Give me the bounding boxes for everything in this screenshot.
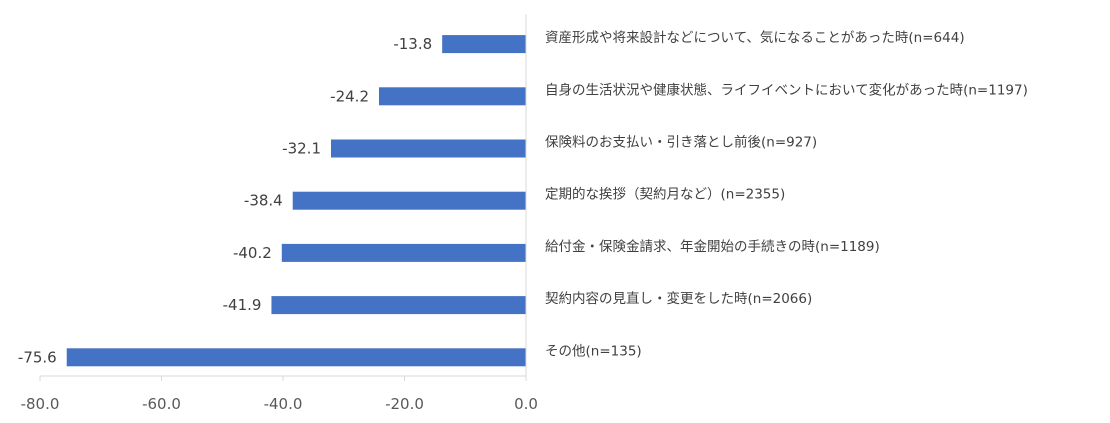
bars-layer	[66, 35, 526, 367]
bar-value-label: -75.6	[18, 348, 57, 366]
x-tick-label: -80.0	[21, 395, 60, 413]
bar	[442, 35, 526, 54]
x-axis: -80.0 -60.0 -40.0 -20.0 0.0	[21, 14, 538, 413]
bar	[66, 348, 526, 367]
x-tick-label: -20.0	[385, 395, 424, 413]
bar	[281, 243, 526, 262]
bar-value-label: -38.4	[244, 192, 283, 210]
category-label: 給付金・保険金請求、年金開始の手続きの時(n=1189)	[545, 239, 880, 255]
bar-value-label: -41.9	[223, 296, 262, 314]
category-label: 自身の生活状況や健康状態、ライフイベントにおいて変化があった時(n=1197)	[545, 81, 1028, 98]
bar	[330, 139, 526, 158]
category-label: 定期的な挨拶（契約月など）(n=2355)	[545, 187, 785, 203]
category-label: 契約内容の見直し・変更をした時(n=2066)	[545, 290, 812, 307]
x-tick-label: -60.0	[142, 395, 181, 413]
bar-value-label: -32.1	[282, 140, 321, 158]
bar-value-label: -40.2	[233, 244, 272, 262]
bar	[378, 87, 526, 106]
bar	[292, 191, 526, 210]
bar-value-label: -13.8	[393, 35, 432, 53]
x-tick-label: 0.0	[514, 395, 538, 413]
category-label: 資産形成や将来設計などについて、気になることがあった時(n=644)	[545, 30, 965, 46]
labels-layer: -13.8 資産形成や将来設計などについて、気になることがあった時(n=644) -…	[18, 30, 1028, 366]
bar-value-label: -24.2	[330, 87, 369, 105]
bar	[271, 296, 526, 315]
category-label: その他(n=135)	[545, 343, 642, 359]
x-tick-label: -40.0	[264, 395, 303, 413]
category-label: 保険料のお支払い・引き落とし前後(n=927)	[545, 134, 817, 151]
